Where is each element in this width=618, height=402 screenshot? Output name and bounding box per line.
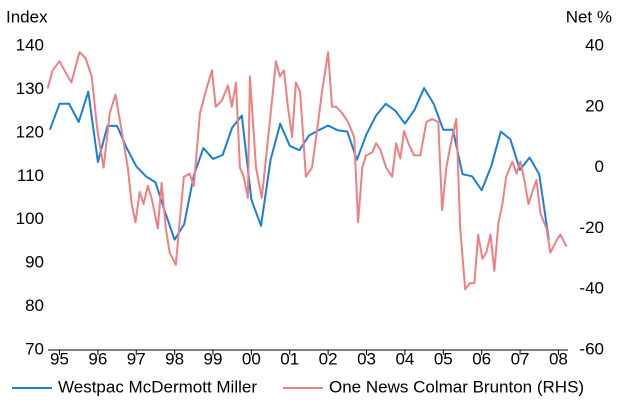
x-tick-label: 08 <box>549 349 568 368</box>
y-tick-label: 120 <box>16 122 44 141</box>
x-tick-label: 01 <box>280 349 299 368</box>
y2-axis-label: Net % <box>566 7 612 26</box>
y2-tick-label: 40 <box>585 35 604 54</box>
y2-tick-label: 0 <box>595 157 604 176</box>
y-tick-label: 90 <box>25 253 44 272</box>
x-tick-label: 03 <box>357 349 376 368</box>
x-tick-label: 99 <box>204 349 223 368</box>
line-series <box>46 51 568 291</box>
y-tick-label: 70 <box>25 339 44 358</box>
legend-label: One News Colmar Brunton (RHS) <box>329 377 584 396</box>
x-tick-label: 97 <box>127 349 146 368</box>
y2-tick-label: -40 <box>579 279 604 298</box>
y2-tick-label: 20 <box>585 96 604 115</box>
x-tick-label: 04 <box>395 349 414 368</box>
y-tick-label: 100 <box>16 209 44 228</box>
y2-tick-label: -20 <box>579 218 604 237</box>
x-tick-label: 07 <box>511 349 530 368</box>
x-tick-label: 95 <box>50 349 69 368</box>
y2-tick-label: -60 <box>579 339 604 358</box>
x-tick-label: 05 <box>434 349 453 368</box>
y-tick-label: 80 <box>25 296 44 315</box>
y-tick-label: 110 <box>17 166 44 185</box>
legend-label: Westpac McDermott Miller <box>58 377 257 396</box>
y-axis-label: Index <box>6 7 48 26</box>
x-tick-label: 06 <box>472 349 491 368</box>
x-tick-label: 00 <box>242 349 261 368</box>
x-tick-label: 02 <box>319 349 338 368</box>
x-tick-label: 96 <box>88 349 107 368</box>
y-tick-label: 130 <box>16 79 44 98</box>
x-tick-label: 98 <box>165 349 184 368</box>
line-series <box>48 87 550 241</box>
y-tick-label: 140 <box>16 35 44 54</box>
